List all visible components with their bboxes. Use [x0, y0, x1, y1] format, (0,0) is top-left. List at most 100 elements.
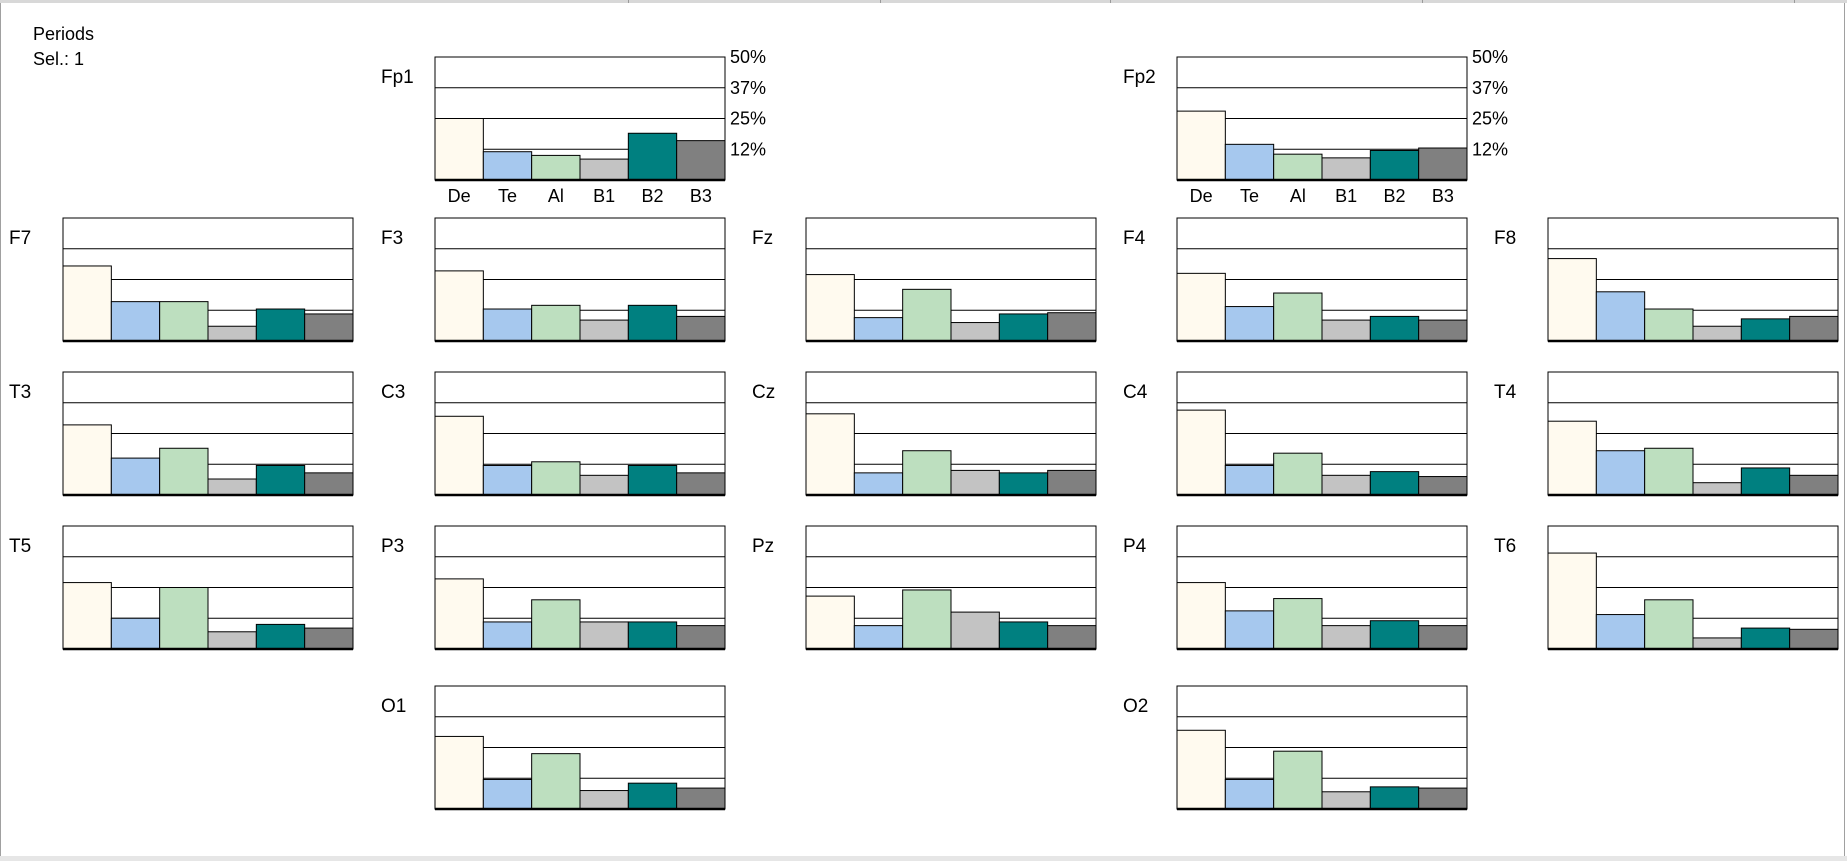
panel-fp1: Fp1 De Te Al B1 B2 B3 50% 37% 25% 12% [381, 47, 766, 206]
bar-p4-de [1176, 582, 1226, 650]
y-tick-label: 25% [1472, 109, 1508, 129]
channel-label: Fz [752, 228, 773, 249]
channel-label: T6 [1494, 536, 1516, 557]
bar-t5-b1 [207, 631, 257, 650]
bar-t6-te [1595, 614, 1646, 650]
y-tick-label: 25% [730, 109, 766, 129]
bar-f4-b3 [1418, 319, 1468, 342]
y-tick-label: 50% [730, 47, 766, 67]
bar-f8-al [1644, 308, 1694, 342]
bar-o1-al [531, 753, 581, 810]
bar-pz-b1 [950, 611, 1000, 650]
bar-fp1-b2 [627, 132, 678, 181]
bar-cz-b3 [1047, 469, 1097, 496]
bar-c3-al [531, 461, 581, 496]
bar-t3-al [159, 447, 209, 496]
bar-f8-b2 [1740, 318, 1791, 342]
x-tick-label: Al [1290, 186, 1306, 206]
bar-t6-de [1547, 552, 1597, 650]
panel-p4: P4 [1123, 525, 1468, 651]
bar-f4-b2 [1369, 315, 1420, 342]
bar-fp1-de [434, 118, 484, 181]
panel-fp2: Fp2 De Te Al B1 B2 B3 50% 37% 25% 12% [1123, 47, 1508, 206]
bar-o2-al [1273, 750, 1323, 810]
bar-t6-al [1644, 599, 1694, 650]
window-top-edge [0, 0, 1847, 3]
bar-o2-te [1224, 778, 1275, 810]
bar-t5-te [110, 617, 161, 650]
bar-f3-b1 [579, 319, 629, 342]
channel-label: O2 [1123, 696, 1148, 717]
panel-c3: C3 [381, 371, 726, 497]
panel-fz: Fz [752, 217, 1097, 343]
bar-f8-b3 [1789, 315, 1839, 342]
bar-t4-b1 [1692, 482, 1742, 496]
bar-fp2-de [1176, 110, 1226, 181]
x-tick-label: B3 [1432, 186, 1454, 206]
bar-f8-de [1547, 258, 1597, 342]
x-tick-label: B2 [641, 186, 663, 206]
bar-t5-de [62, 582, 112, 650]
bar-c4-b1 [1321, 474, 1371, 496]
x-tick-label: B1 [1335, 186, 1357, 206]
channel-label: C3 [381, 382, 405, 403]
bar-c3-b2 [627, 464, 678, 496]
bar-p3-te [482, 621, 533, 650]
panel-cz: Cz [752, 371, 1097, 497]
bar-fp2-al [1273, 153, 1323, 181]
bar-c4-b3 [1418, 476, 1468, 496]
x-tick-label: B2 [1383, 186, 1405, 206]
bar-p4-te [1224, 610, 1275, 650]
channel-label: Fp2 [1123, 67, 1156, 88]
bar-cz-al [902, 450, 952, 496]
bar-o1-te [482, 778, 533, 810]
channel-label: F3 [381, 228, 403, 249]
bar-t6-b1 [1692, 637, 1742, 650]
bar-fz-al [902, 288, 952, 342]
channel-label: F8 [1494, 228, 1516, 249]
bar-f3-de [434, 270, 484, 342]
bar-fz-b3 [1047, 312, 1097, 342]
selection-label: Sel.: [33, 49, 70, 69]
periods-title: Periods [33, 24, 95, 44]
bar-cz-te [853, 472, 904, 496]
bar-f7-b2 [255, 308, 306, 342]
bar-f3-b2 [627, 304, 678, 342]
selection-value: 1 [74, 49, 85, 69]
bar-o1-b2 [627, 782, 678, 810]
channel-label: C4 [1123, 382, 1148, 403]
bar-p4-b1 [1321, 625, 1371, 650]
bar-f4-de [1176, 272, 1226, 342]
bar-t3-b3 [304, 472, 354, 496]
bar-p4-b2 [1369, 620, 1420, 650]
y-tick-label: 12% [730, 139, 766, 159]
panel-t6: T6 [1494, 525, 1839, 651]
channel-label: O1 [381, 696, 406, 717]
y-tick-label: 50% [1472, 47, 1508, 67]
bar-fz-b2 [998, 313, 1049, 342]
channel-label: Fp1 [381, 67, 414, 88]
y-tick-label: 37% [1472, 78, 1508, 98]
bar-fp1-al [531, 154, 581, 181]
bar-t5-b3 [304, 627, 354, 650]
bar-p4-b3 [1418, 625, 1468, 650]
bar-o2-b3 [1418, 787, 1468, 810]
channel-label: F4 [1123, 228, 1146, 249]
bar-f8-b1 [1692, 325, 1742, 342]
bar-fp1-te [482, 151, 533, 181]
y-tick-label: 12% [1472, 139, 1508, 159]
panel-f4: F4 [1123, 217, 1468, 343]
bar-fz-b1 [950, 322, 1000, 342]
bar-cz-b1 [950, 469, 1000, 496]
bar-t3-b1 [207, 478, 257, 496]
bar-c4-b2 [1369, 471, 1420, 496]
bar-p3-b2 [627, 621, 678, 650]
bar-pz-te [853, 625, 904, 650]
panel-t3: T3 [9, 371, 354, 497]
channel-label: F7 [9, 228, 31, 249]
channel-label: T5 [9, 536, 31, 557]
panel-o1: O1 [381, 685, 726, 811]
bar-o2-b1 [1321, 791, 1371, 810]
bar-fp1-b1 [579, 158, 629, 181]
